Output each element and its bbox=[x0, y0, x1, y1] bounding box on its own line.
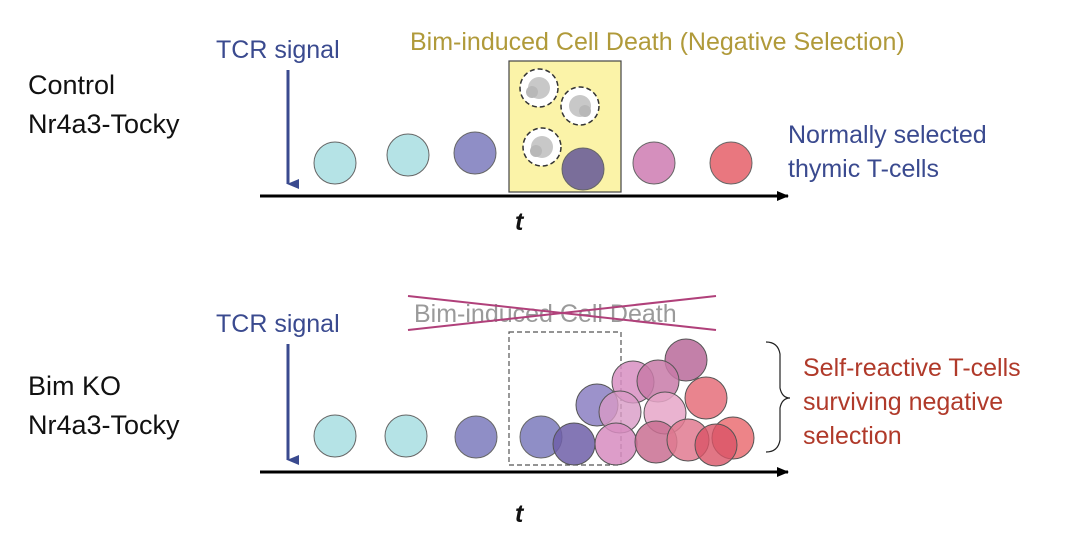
bimko-panel: Bim KO Nr4a3-Tocky TCR signal Bim-induce… bbox=[28, 295, 1021, 528]
control-outcome-line2: thymic T-cells bbox=[788, 155, 939, 183]
control-axis-label: t bbox=[515, 208, 525, 236]
cluster-cell bbox=[694, 423, 738, 467]
control-cell-1 bbox=[313, 141, 357, 185]
control-outcome-line1: Normally selected bbox=[788, 121, 987, 149]
cross-line-2 bbox=[407, 295, 717, 331]
bimko-outcome-line3: selection bbox=[803, 422, 902, 450]
dying-cell-3 bbox=[522, 127, 562, 167]
surviving-cell-cluster bbox=[552, 338, 755, 467]
cluster-cell bbox=[594, 422, 638, 466]
cluster-cell bbox=[552, 422, 596, 466]
bimko-axis-label: t bbox=[515, 500, 525, 528]
dying-cell-2 bbox=[560, 86, 600, 126]
control-label-line2: Nr4a3-Tocky bbox=[28, 109, 180, 139]
bimko-cell-1 bbox=[313, 414, 357, 458]
control-label-line1: Control bbox=[28, 70, 115, 100]
control-panel: Control Nr4a3-Tocky TCR signal Bim-induc… bbox=[28, 28, 987, 236]
cluster-cell bbox=[684, 376, 728, 420]
control-cell-4 bbox=[561, 147, 605, 191]
outcome-bracket bbox=[765, 341, 791, 453]
bimko-label-line2: Nr4a3-Tocky bbox=[28, 410, 180, 440]
control-tcr-signal-label: TCR signal bbox=[216, 36, 340, 64]
bimko-outcome-line1: Self-reactive T-cells bbox=[803, 354, 1021, 382]
bimko-cell-3 bbox=[454, 415, 498, 459]
bimko-label-line1: Bim KO bbox=[28, 371, 121, 401]
bimko-cell-2 bbox=[384, 414, 428, 458]
control-cell-2 bbox=[386, 133, 430, 177]
control-death-title: Bim-induced Cell Death (Negative Selecti… bbox=[410, 28, 905, 56]
bimko-outcome-line2: surviving negative bbox=[803, 388, 1003, 416]
control-cell-5 bbox=[632, 141, 676, 185]
dying-cell-1 bbox=[519, 68, 559, 108]
control-cell-6 bbox=[709, 141, 753, 185]
control-cell-3 bbox=[453, 131, 497, 175]
bimko-tcr-signal-label: TCR signal bbox=[216, 310, 340, 338]
